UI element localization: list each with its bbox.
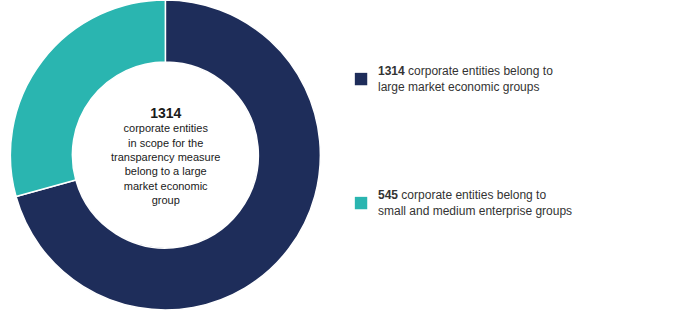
svg-text:545 corporate entities belong: 545 corporate entities belong tosmall an… [378, 188, 572, 218]
svg-text:1314 corporate entities belong: 1314 corporate entities belong tolarge m… [378, 64, 553, 94]
svg-text:1314corporate entitiesin scope: 1314corporate entitiesin scope for thetr… [111, 105, 220, 206]
